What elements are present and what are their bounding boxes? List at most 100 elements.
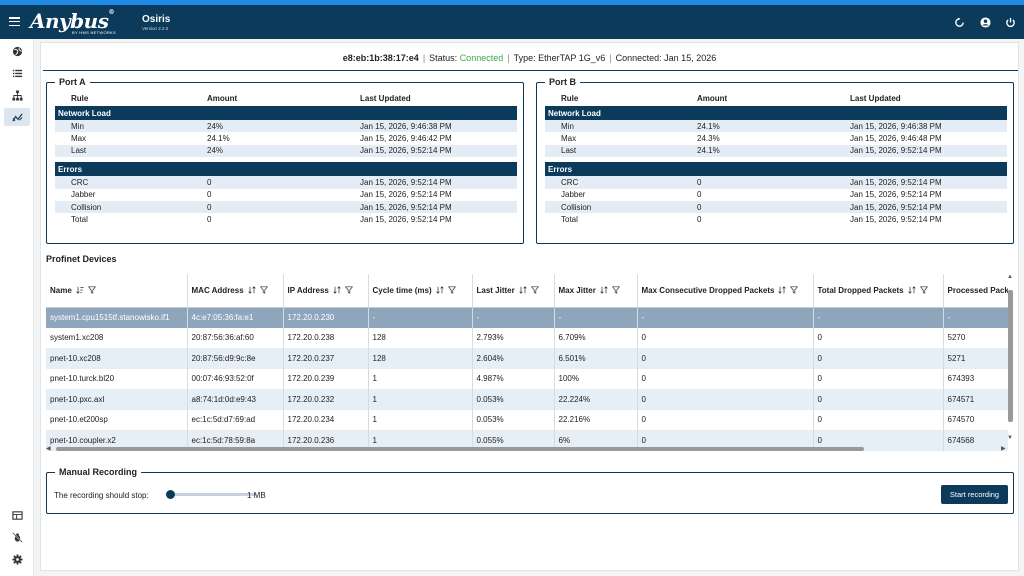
table-row: Jabber 0 Jan 15, 2026, 9:52:14 PM <box>71 190 452 200</box>
col-amount: Amount <box>207 94 238 103</box>
filter-icon[interactable] <box>611 286 620 295</box>
start-recording-button[interactable]: Start recording <box>941 485 1008 504</box>
table-cell: 22.216% <box>554 409 638 430</box>
logo-subtitle: BY HMS NETWORKS <box>72 30 116 35</box>
menu-icon[interactable] <box>9 17 20 27</box>
table-cell: 674571 <box>943 389 1008 410</box>
table-cell: 0.053% <box>472 409 555 430</box>
logo: Anybus® <box>30 9 114 33</box>
table-view-icon[interactable] <box>4 506 30 524</box>
manual-recording-panel: Manual Recording The recording should st… <box>46 467 1014 514</box>
table-cell: 172.20.0.238 <box>283 327 369 348</box>
sidebar <box>0 39 34 576</box>
globe-icon[interactable] <box>4 42 30 60</box>
column-header-label: Total Dropped Packets <box>817 285 904 295</box>
table-row[interactable]: pnet-10.pxc.axl a8:74:1d:0d:e9:43 172.20.0… <box>46 389 1008 410</box>
sort-icon[interactable] <box>907 285 916 295</box>
port-a-panel: Port A Rule Amount Last Updated Network … <box>46 77 524 244</box>
column-header-label: Name <box>50 285 72 295</box>
list-icon[interactable] <box>4 64 30 82</box>
sort-icon[interactable] <box>436 285 444 295</box>
sort-desc-icon[interactable] <box>76 286 84 295</box>
section-errors: Errors <box>55 162 517 177</box>
power-icon[interactable] <box>1005 17 1016 28</box>
table-row: Collision 0 Jan 15, 2026, 9:52:14 PM <box>545 200 1007 214</box>
section-network-load: Network Load <box>545 106 1007 120</box>
column-header[interactable]: MAC Address <box>187 274 284 308</box>
column-header[interactable]: Cycle time (ms) <box>368 274 473 308</box>
table-cell: - <box>637 307 814 328</box>
column-header[interactable]: Max Consecutive Dropped Packets <box>637 274 814 308</box>
table-row[interactable]: pnet-10.turck.bl20 00:07:46:93:52:0f 172.2… <box>46 368 1008 389</box>
table-row: Min 24.1% Jan 15, 2026, 9:46:38 PM <box>545 120 1007 133</box>
sort-icon[interactable] <box>778 285 787 295</box>
column-header[interactable]: Name <box>46 274 188 308</box>
table-cell: 172.20.0.230 <box>283 307 369 328</box>
table-row[interactable]: pnet-10.coupler.x2 ec:1c:5d:78:59:8a 172.2… <box>46 430 1008 451</box>
column-header-label: Processed Packets <box>947 285 1009 295</box>
table-cell: 00:07:46:93:52:0f <box>187 368 284 389</box>
table-row: Last 24.1% Jan 15, 2026, 9:52:14 PM <box>545 144 1007 158</box>
filter-icon[interactable] <box>790 286 799 295</box>
table-cell: 6.501% <box>554 348 638 369</box>
table-cell: system1.xc208 <box>46 327 188 348</box>
recording-title: Manual Recording <box>55 467 142 477</box>
column-header-label: Max Jitter <box>558 285 596 295</box>
table-cell: 0 <box>813 348 944 369</box>
settings-gear-icon[interactable] <box>4 550 30 568</box>
table-cell: - <box>813 307 944 328</box>
table-cell: 0 <box>813 430 944 451</box>
table-cell: ec:1c:5d:78:59:8a <box>187 430 284 451</box>
table-cell: 0 <box>813 368 944 389</box>
column-header[interactable]: Total Dropped Packets <box>813 274 944 308</box>
slider-handle[interactable] <box>166 490 175 499</box>
analytics-icon[interactable] <box>4 108 30 126</box>
table-cell: 100% <box>554 368 638 389</box>
account-icon[interactable] <box>980 17 991 28</box>
column-header[interactable]: Max Jitter <box>554 274 638 308</box>
sort-icon[interactable] <box>519 285 527 295</box>
table-cell: 0 <box>637 368 814 389</box>
filter-icon[interactable] <box>87 286 96 295</box>
sort-icon[interactable] <box>333 285 341 295</box>
table-row[interactable]: system1.xc208 20:87:56:36:af:60 172.20.0.2… <box>46 327 1008 348</box>
table-row[interactable]: system1.cpu1515tf.stanowisko.if1 4c:e7:05… <box>46 307 1008 328</box>
table-cell: 674393 <box>943 368 1008 389</box>
table-cell: 0 <box>637 430 814 451</box>
filter-icon[interactable] <box>447 286 456 295</box>
column-header-label: IP Address <box>287 285 329 295</box>
bug-off-icon[interactable] <box>4 528 30 546</box>
sort-icon[interactable] <box>248 285 256 295</box>
table-cell: 0 <box>637 348 814 369</box>
recording-size-slider[interactable] <box>166 490 257 499</box>
table-cell: 172.20.0.239 <box>283 368 369 389</box>
section-network-load: Network Load <box>55 106 517 120</box>
column-header[interactable]: IP Address <box>283 274 369 308</box>
filter-icon[interactable] <box>530 286 539 295</box>
table-row[interactable]: pnet-10.et200sp ec:1c:5d:d7:69:ad 172.20.0… <box>46 409 1008 430</box>
table-row[interactable]: pnet-10.xc208 20:87:56:d9:9c:8e 172.20.0.2… <box>46 348 1008 369</box>
device-type: Type: EtherTAP 1G_v6 <box>513 53 606 63</box>
filter-icon[interactable] <box>259 286 268 295</box>
table-cell: pnet-10.coupler.x2 <box>46 430 188 451</box>
column-header[interactable]: Last Jitter <box>472 274 555 308</box>
column-header-label: Last Jitter <box>476 285 515 295</box>
horizontal-scrollbar[interactable]: ◀ ▶ <box>46 446 1006 452</box>
table-cell: 4.987% <box>472 368 555 389</box>
connection-status-bar: e8:eb:1b:38:17:e4 | Status: Connected | Type… <box>342 53 717 63</box>
status-badge: Connected <box>459 53 504 63</box>
app-name: Osiris <box>142 14 171 25</box>
table-cell: system1.cpu1515tf.stanowisko.if1 <box>46 307 188 328</box>
devices-table-wrapper: Name MAC Address IP Address Cycle time (ms)… <box>46 274 1008 451</box>
table-cell: 1 <box>368 389 473 410</box>
sort-icon[interactable] <box>600 285 608 295</box>
restart-icon[interactable] <box>954 17 965 28</box>
network-tree-icon[interactable] <box>4 86 30 104</box>
vertical-scrollbar[interactable]: ▲ ▼ <box>1007 274 1013 441</box>
filter-icon[interactable] <box>344 286 353 295</box>
table-cell: pnet-10.et200sp <box>46 409 188 430</box>
column-header[interactable]: Processed Packets <box>943 274 1009 308</box>
filter-icon[interactable] <box>919 286 928 295</box>
column-header-label: Max Consecutive Dropped Packets <box>641 285 775 295</box>
table-cell: 0.055% <box>472 430 555 451</box>
